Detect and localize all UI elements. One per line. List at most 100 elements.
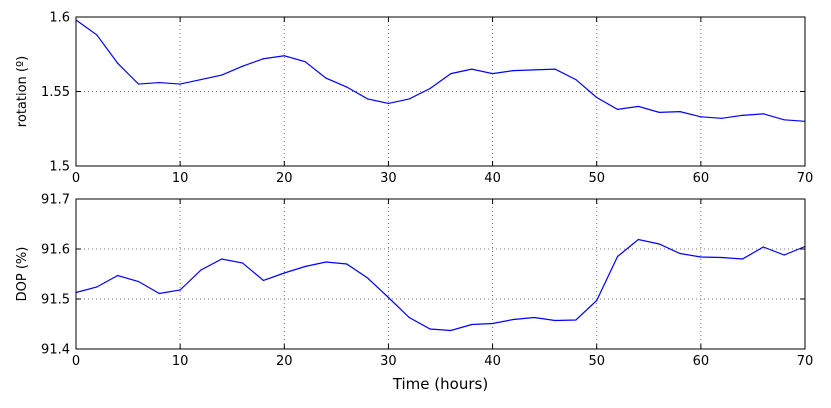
data-point [554, 319, 556, 322]
x-tick-label: 0 [72, 171, 80, 186]
series-line [75, 19, 806, 122]
data-point [262, 279, 265, 282]
data-point [783, 254, 785, 256]
data-point [575, 78, 577, 81]
data-point [137, 83, 140, 85]
data-point [533, 69, 535, 71]
y-tick-label: 1.6 [49, 11, 70, 26]
data-point [158, 81, 160, 84]
data-point [491, 73, 494, 75]
x-tick-label: 20 [276, 171, 293, 186]
x-tick-label: 10 [172, 171, 189, 186]
data-point [242, 65, 244, 67]
data-point [721, 256, 723, 259]
data-point [596, 96, 598, 99]
data-point [200, 269, 202, 271]
data-point [221, 258, 223, 260]
data-point [346, 86, 348, 88]
data-point [679, 111, 681, 113]
x-tick-label: 50 [588, 171, 605, 186]
data-point [158, 292, 160, 295]
data-point [429, 328, 431, 330]
x-tick-label: 40 [484, 354, 501, 369]
data-point [221, 74, 223, 76]
data-point [304, 265, 306, 268]
data-point [325, 261, 327, 263]
data-point [491, 322, 494, 325]
y-tick-label: 91.4 [41, 343, 70, 358]
data-point [283, 272, 285, 274]
x-tick-label: 30 [380, 171, 397, 186]
x-tick-label: 50 [588, 354, 605, 369]
y-tick-label: 91.6 [41, 243, 70, 258]
x-axis-label: Time (hours) [392, 375, 488, 393]
data-point [471, 323, 473, 326]
data-point [533, 316, 535, 319]
data-point [700, 116, 702, 118]
x-tick-label: 70 [797, 171, 814, 186]
data-point [637, 238, 639, 241]
x-tick-label: 70 [797, 354, 814, 369]
data-point [616, 108, 619, 110]
x-tick-label: 10 [172, 354, 189, 369]
data-point [346, 263, 348, 265]
data-point [762, 113, 764, 115]
data-point [450, 329, 452, 332]
data-point [117, 62, 119, 64]
data-point [700, 256, 702, 258]
x-tick-label: 0 [72, 354, 80, 369]
data-point [554, 68, 556, 70]
data-point [96, 34, 98, 36]
data-point [262, 58, 265, 60]
data-point [304, 61, 306, 63]
data-point [512, 70, 515, 72]
data-point [117, 274, 119, 277]
data-point [762, 246, 764, 248]
data-point [637, 105, 639, 107]
data-point [429, 87, 431, 90]
x-tick-label: 20 [276, 354, 293, 369]
x-tick-label: 30 [380, 354, 397, 369]
y-tick-label: 1.5 [49, 160, 70, 175]
y-tick-label: 91.7 [41, 193, 70, 208]
data-point [512, 318, 515, 321]
data-point [200, 78, 202, 81]
x-tick-label: 40 [484, 171, 501, 186]
data-point [596, 299, 598, 302]
data-point [658, 243, 660, 245]
data-point [721, 117, 723, 119]
data-point [283, 55, 285, 57]
y-tick-label: 1.55 [41, 85, 70, 100]
data-point [179, 83, 181, 85]
data-point [387, 296, 390, 299]
data-point [575, 319, 577, 321]
data-point [471, 68, 473, 70]
data-point [658, 111, 660, 113]
series-line [75, 238, 806, 332]
data-point [325, 77, 327, 79]
data-point [408, 316, 410, 319]
data-point [242, 262, 244, 264]
data-point [367, 98, 369, 100]
subplot-1: 0 10 20 30 40 50 60 70 1.5 1.55 1.6 rotation (º) [15, 11, 813, 187]
data-point [367, 277, 369, 279]
data-point [679, 252, 681, 255]
x-tick-label: 60 [693, 171, 710, 186]
y-axis-label: DOP (%) [15, 247, 30, 302]
y-axis-label: rotation (º) [15, 56, 30, 127]
y-tick-label: 91.5 [41, 293, 70, 308]
x-tick-label: 60 [693, 354, 710, 369]
data-point [387, 102, 390, 105]
data-point [783, 119, 785, 121]
plot-frame [75, 198, 806, 350]
data-point [96, 286, 98, 288]
data-point [450, 73, 452, 75]
data-point [616, 255, 619, 258]
data-point [741, 258, 744, 260]
data-point [408, 98, 410, 100]
subplot-2: 0 10 20 30 40 50 60 70 91.4 91.5 91.6 91.7 DOP (%) Ti… [15, 193, 813, 394]
data-point [179, 289, 181, 291]
data-point [741, 114, 744, 116]
data-point [137, 280, 140, 283]
